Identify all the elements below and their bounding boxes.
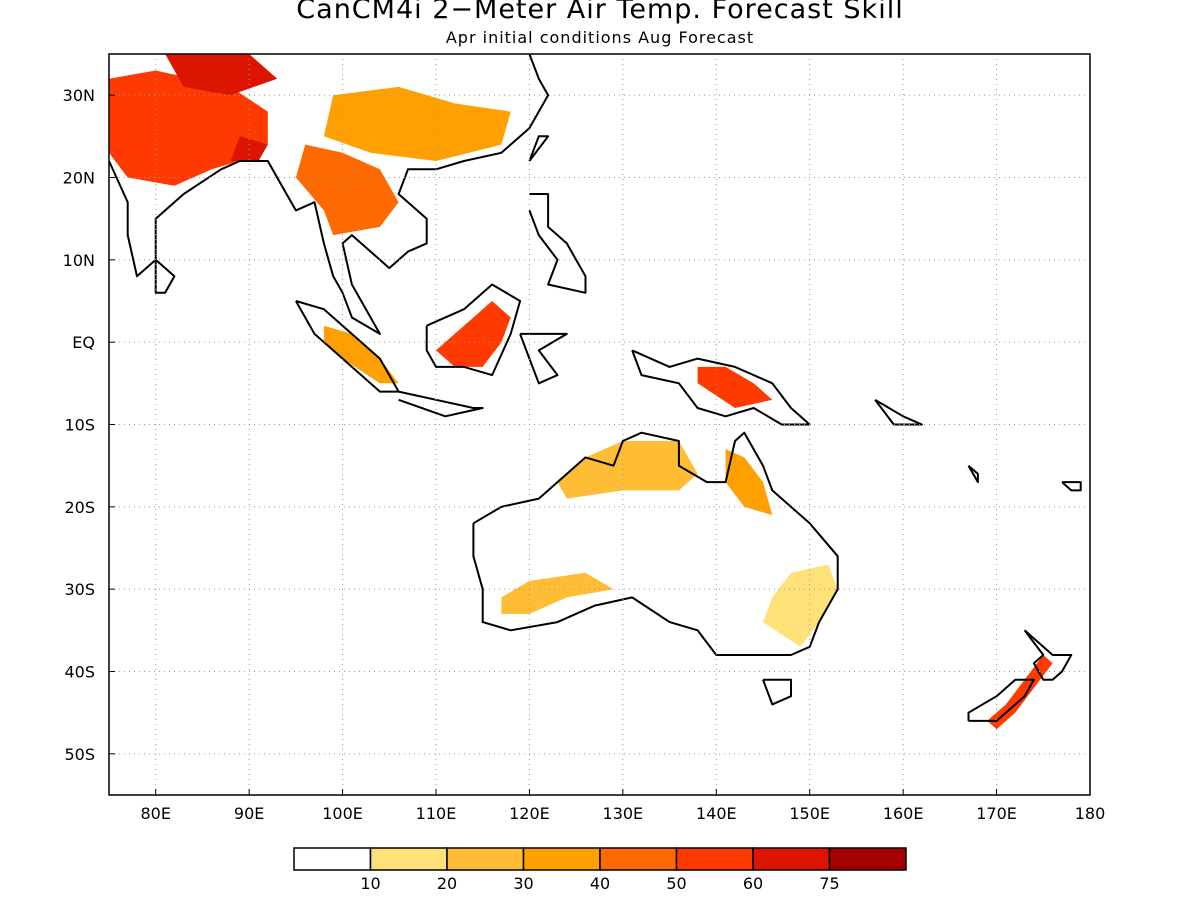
lat-tick-label: 10S xyxy=(64,416,95,435)
colorbar-swatch xyxy=(599,847,678,871)
colorbar-swatch xyxy=(293,847,372,871)
colorbar-label: 10 xyxy=(360,874,380,893)
lon-tick-label: 120E xyxy=(509,804,550,823)
gridlines xyxy=(109,54,1090,795)
skill-region-3 xyxy=(230,136,268,161)
colorbar-label: 20 xyxy=(437,874,457,893)
skill-region-11 xyxy=(501,572,614,614)
skill-region-4 xyxy=(295,144,399,236)
lon-tick-label: 90E xyxy=(234,804,264,823)
skill-field xyxy=(109,54,1053,730)
coastlines xyxy=(109,54,1082,722)
colorbar-label: 30 xyxy=(513,874,533,893)
coastline-15 xyxy=(874,398,923,426)
coastline-14 xyxy=(1061,481,1082,492)
lon-tick-label: 80E xyxy=(140,804,170,823)
chart-subtitle: Apr initial conditions Aug Forecast xyxy=(445,28,755,47)
colorbar-swatch xyxy=(675,847,754,871)
coastline-2 xyxy=(154,259,176,294)
lat-tick-label: 40S xyxy=(64,663,95,682)
colorbar-label: 75 xyxy=(819,874,839,893)
colorbar-label: 60 xyxy=(743,874,763,893)
lon-tick-label: 150E xyxy=(789,804,830,823)
lat-tick-label: 30S xyxy=(64,580,95,599)
coastline-4 xyxy=(398,390,484,418)
coastline-13 xyxy=(1023,629,1073,681)
coastline-3 xyxy=(295,300,400,393)
coastline-11 xyxy=(762,678,792,706)
coastline-6 xyxy=(519,332,568,385)
lat-tick-label: 20N xyxy=(63,169,95,188)
lat-tick-label: 50S xyxy=(64,745,95,764)
skill-region-9 xyxy=(557,441,698,499)
skill-region-10 xyxy=(725,449,773,516)
colorbar-swatch xyxy=(446,847,525,871)
colorbar-swatch xyxy=(369,847,448,871)
coastline-10 xyxy=(472,431,839,656)
colorbar-label: 40 xyxy=(590,874,610,893)
lat-tick-label: 20S xyxy=(64,498,95,517)
lon-tick-label: 170E xyxy=(976,804,1017,823)
skill-region-13 xyxy=(987,655,1053,730)
skill-region-1 xyxy=(109,70,268,186)
lat-tick-label: 30N xyxy=(63,86,95,105)
colorbar-label: 50 xyxy=(666,874,686,893)
skill-region-7 xyxy=(436,301,511,367)
chart-title: CanCM4i 2−Meter Air Temp. Forecast Skill xyxy=(296,0,904,25)
lon-tick-label: 110E xyxy=(416,804,457,823)
lon-tick-label: 130E xyxy=(603,804,644,823)
colorbar-swatch xyxy=(828,847,907,871)
skill-region-8 xyxy=(697,366,773,408)
coastline-5 xyxy=(425,283,522,377)
colorbar: 10 20 30 40 50 60 75 xyxy=(293,847,907,893)
lon-tick-label: 180 xyxy=(1075,804,1106,823)
colorbar-swatch xyxy=(522,847,601,871)
coastline-12 xyxy=(967,678,1035,722)
lon-tick-label: 140E xyxy=(696,804,737,823)
axis-ticks: 80E 90E 100E 110E 120E 130E 140E 150E 160E 170E 18… xyxy=(63,86,1106,823)
skill-region-6 xyxy=(323,325,399,384)
coastline-16 xyxy=(967,464,979,484)
lon-tick-label: 160E xyxy=(883,804,924,823)
coastline-9 xyxy=(631,349,811,426)
lat-tick-label: EQ xyxy=(72,333,95,352)
lat-tick-label: 10N xyxy=(63,251,95,270)
skill-region-12 xyxy=(763,564,838,647)
lon-tick-label: 100E xyxy=(322,804,363,823)
coastline-1 xyxy=(109,54,550,335)
coastline-8 xyxy=(528,135,550,162)
coastline-7 xyxy=(528,193,587,294)
colorbar-swatch xyxy=(752,847,831,871)
skill-region-5 xyxy=(323,86,511,161)
